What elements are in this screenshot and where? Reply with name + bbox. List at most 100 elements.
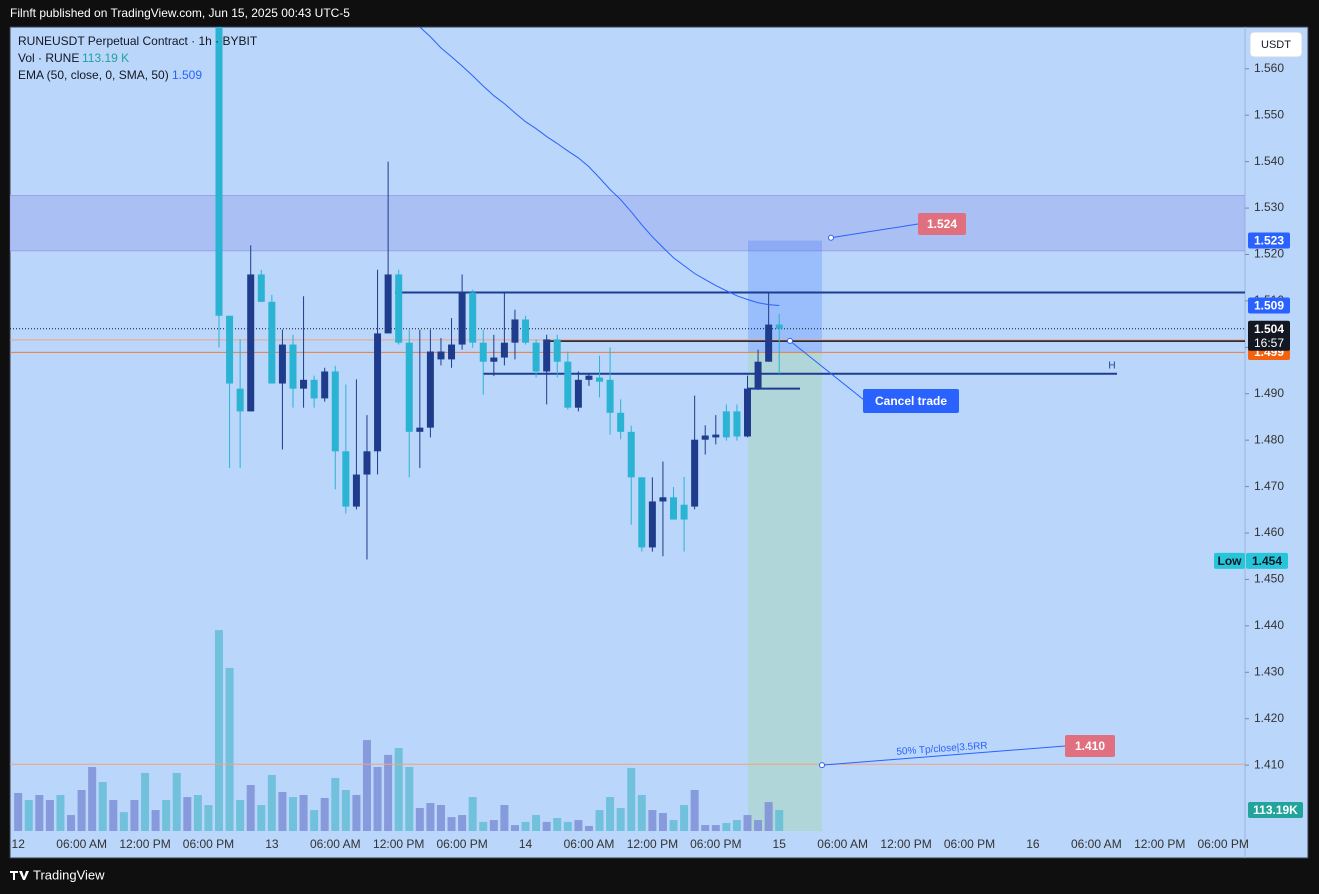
chart-frame	[9, 26, 1309, 859]
volume-bar	[510, 825, 519, 831]
price-label-bg	[1248, 232, 1290, 249]
volume-bar	[743, 815, 752, 831]
candle-body	[310, 379, 318, 399]
y-tick-label: 1.430	[1254, 664, 1284, 678]
volume-bar	[331, 777, 340, 831]
volume-bar	[267, 774, 276, 831]
volume-bar	[56, 795, 65, 831]
volume-bar	[130, 800, 139, 831]
x-tick-label: 16	[1026, 837, 1040, 851]
candle-body	[395, 274, 403, 343]
x-tick-label: 06:00 PM	[183, 837, 234, 851]
candle-body	[522, 319, 530, 343]
volume-bar	[288, 797, 297, 831]
candle-body	[670, 497, 678, 520]
volume-last-bg	[1248, 802, 1303, 818]
x-tick-label: 15	[773, 837, 787, 851]
x-tick-label: 06:00 AM	[310, 837, 361, 851]
y-tick-label: 1.470	[1254, 479, 1284, 493]
candle-body	[374, 333, 382, 452]
candle-body	[479, 342, 487, 362]
volume-bar	[98, 782, 107, 831]
candle-body	[564, 361, 572, 408]
price-label: 1.509	[1254, 299, 1284, 313]
volume-bar	[648, 810, 657, 831]
target-zone	[748, 351, 822, 831]
volume-bar	[24, 800, 33, 831]
candle-body	[722, 411, 730, 438]
candle-body	[426, 351, 434, 428]
volume-bar	[754, 820, 763, 831]
brand-logo	[10, 871, 29, 880]
volume-bar	[595, 810, 604, 831]
y-tick-label: 1.550	[1254, 107, 1284, 121]
stop-zone	[748, 240, 822, 352]
volume-bar	[606, 797, 615, 831]
candle-body	[278, 344, 286, 384]
candle-body	[215, 27, 223, 316]
y-tick-label: 1.460	[1254, 525, 1284, 539]
countdown: 16:57	[1254, 336, 1284, 350]
price-label: 1.523	[1254, 234, 1284, 248]
publish-note: Filnft published on TradingView.com, Jun…	[10, 6, 350, 20]
volume-bar	[426, 802, 435, 831]
volume-bar	[246, 784, 255, 831]
volume-bar	[141, 772, 150, 831]
cancel-connector	[789, 340, 865, 401]
volume-bar	[384, 754, 393, 831]
candle-body	[574, 379, 582, 408]
volume-bar	[500, 805, 509, 831]
y-tick-label: 1.530	[1254, 200, 1284, 214]
volume-bar	[151, 810, 160, 831]
candle-body	[236, 388, 244, 412]
volume-bar	[458, 815, 467, 831]
candle-body	[300, 379, 308, 389]
volume-bar	[584, 825, 593, 831]
volume-bar	[669, 820, 678, 831]
candle-body	[733, 411, 741, 437]
volume-bar	[722, 823, 731, 831]
volume-bar	[532, 815, 541, 831]
candle-body	[617, 412, 625, 432]
zone	[10, 195, 1245, 252]
volume-bar	[732, 820, 741, 831]
x-tick-label: 06:00 AM	[56, 837, 107, 851]
candle-body	[532, 342, 540, 372]
volume-bar	[193, 795, 202, 831]
candle-body	[648, 501, 656, 548]
volume-bar	[352, 795, 361, 831]
legend-ema-value: 1.509	[172, 68, 202, 82]
volume-bar	[701, 825, 710, 831]
x-tick-label: 06:00 PM	[436, 837, 487, 851]
x-tick-label: 12:00 PM	[627, 837, 678, 851]
candle-body	[437, 351, 445, 360]
x-tick-label: 12:00 PM	[373, 837, 424, 851]
volume-bar	[521, 821, 530, 831]
volume-bar	[225, 667, 234, 831]
volume-bar	[415, 807, 424, 831]
x-tick-label: 06:00 PM	[1197, 837, 1248, 851]
y-tick-label: 1.440	[1254, 618, 1284, 632]
candle-body	[247, 274, 255, 412]
cancel-anchor	[787, 337, 793, 344]
current-price-bg	[1248, 320, 1290, 351]
volume-bar	[45, 800, 54, 831]
candle-body	[331, 371, 339, 452]
ema-line	[419, 27, 780, 307]
candle-body	[405, 342, 413, 432]
candle-body	[775, 324, 783, 329]
candle-body	[627, 431, 635, 478]
x-tick-label: 12:00 PM	[119, 837, 170, 851]
volume-bar	[563, 821, 572, 831]
volume-bar	[183, 797, 192, 831]
x-tick-label: 12	[12, 837, 26, 851]
target-anchor	[819, 762, 825, 769]
volume-bar	[405, 767, 414, 831]
y-tick-label: 1.560	[1254, 61, 1284, 75]
candle-body	[500, 342, 508, 358]
candle-body	[543, 339, 551, 372]
volume-bar	[574, 820, 583, 831]
currency-box	[1249, 31, 1303, 58]
candle-body	[680, 504, 688, 520]
